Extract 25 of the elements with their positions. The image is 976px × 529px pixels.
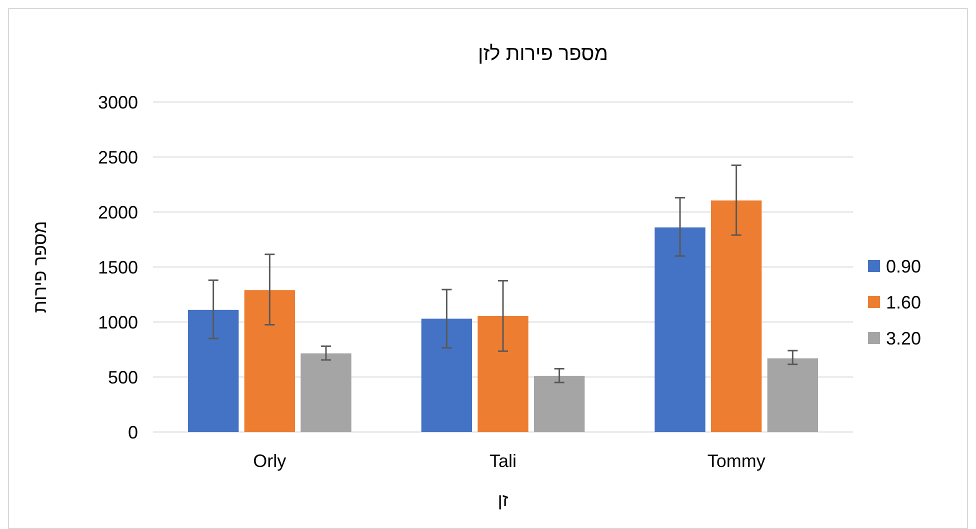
bar <box>300 353 352 432</box>
bar <box>421 318 472 432</box>
y-tick-label: 2000 <box>98 202 138 222</box>
y-axis-title: מספר פירות <box>30 221 50 313</box>
x-tick-label: Tommy <box>707 451 766 471</box>
chart-title: מספר פירות לזן <box>478 43 608 65</box>
y-tick-label: 1000 <box>98 312 138 332</box>
legend-label: 3.20 <box>886 328 922 348</box>
bar <box>534 376 585 432</box>
y-tick-label: 3000 <box>98 92 138 112</box>
bar <box>188 310 239 432</box>
legend-label: 1.60 <box>886 292 922 312</box>
y-tick-label: 500 <box>108 367 138 388</box>
x-tick-label: Orly <box>253 451 286 471</box>
y-tick-label: 2500 <box>98 147 138 168</box>
bar <box>767 358 818 432</box>
bar <box>478 316 528 432</box>
bar <box>654 227 706 432</box>
x-axis-title: זן <box>498 490 508 510</box>
y-tick-label: 0 <box>128 422 138 442</box>
bar <box>710 200 762 432</box>
y-tick-label: 1500 <box>98 257 138 278</box>
x-tick-label: Tali <box>489 451 517 471</box>
legend-label: 0.90 <box>886 256 922 276</box>
bar <box>244 290 296 432</box>
